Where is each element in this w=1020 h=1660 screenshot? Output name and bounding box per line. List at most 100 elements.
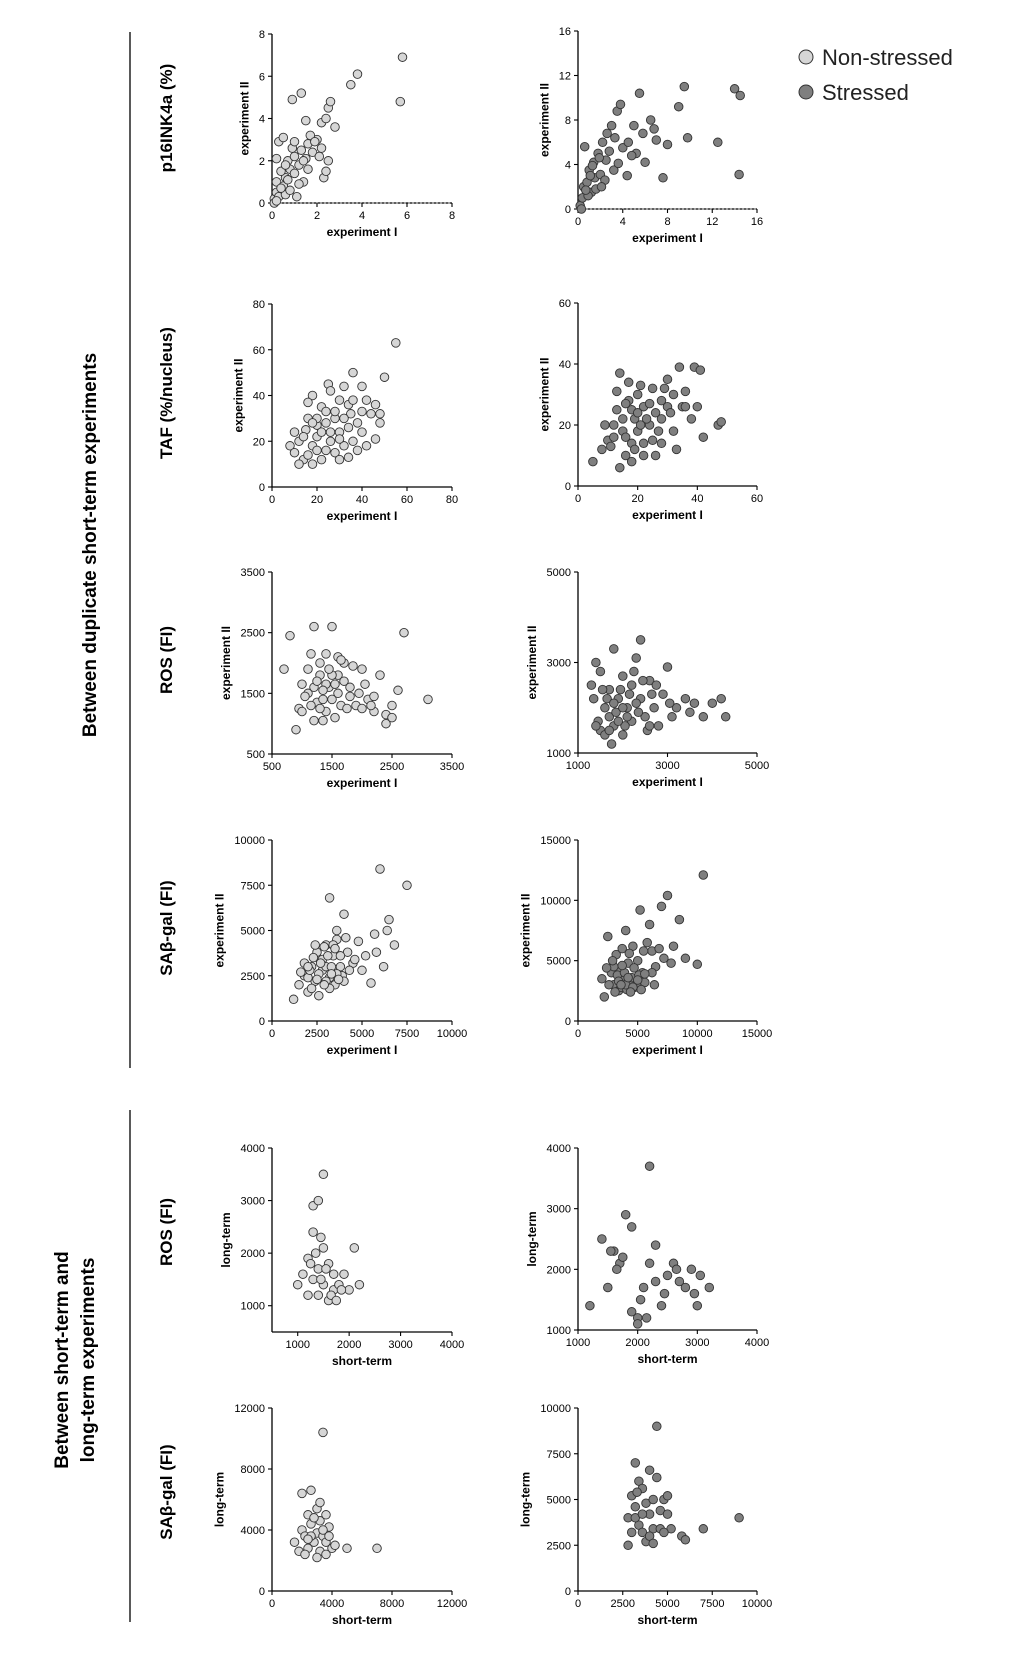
data-point	[307, 459, 318, 469]
data-point	[635, 635, 646, 645]
data-point	[315, 958, 326, 968]
scatter-sabgal-lt-ns: 0 4000 8000 12000 0 4000 8000 12000 short-term lo…	[213, 1403, 468, 1627]
x-tick-label: 5000	[745, 760, 769, 772]
data-point	[622, 170, 632, 181]
x-tick-label: 500	[263, 761, 281, 773]
data-point	[610, 133, 620, 143]
data-point	[662, 374, 673, 385]
y-tick-label: 4	[565, 160, 571, 172]
x-axis-title: short-term	[637, 1613, 697, 1627]
data-point	[674, 1276, 685, 1287]
data-point	[602, 693, 612, 704]
data-point	[315, 1497, 325, 1508]
data-point	[395, 96, 406, 107]
data-point	[629, 120, 639, 131]
data-point	[671, 444, 682, 455]
x-tick-label: 4	[359, 210, 365, 222]
x-tick-label: 12000	[437, 1598, 468, 1610]
data-point	[615, 368, 625, 378]
data-point	[379, 372, 390, 382]
data-point	[357, 381, 367, 392]
data-point	[629, 444, 640, 455]
data-point	[600, 703, 610, 713]
y-axis-title: experiment II	[525, 625, 539, 699]
x-axis-title: experiment I	[327, 1043, 398, 1057]
x-tick-label: 40	[356, 494, 368, 506]
data-point	[640, 157, 650, 168]
data-point	[654, 943, 664, 954]
y-tick-label: 7500	[241, 880, 265, 892]
data-point	[716, 417, 726, 427]
data-point	[658, 173, 668, 183]
y-tick-label: 2000	[241, 1248, 265, 1260]
y-tick-label: 8	[259, 29, 265, 41]
data-point	[369, 691, 379, 702]
data-point	[615, 99, 626, 110]
y-tick-label: 0	[565, 204, 571, 216]
section-title-long-term-line1: Between short-term and	[52, 1251, 73, 1468]
x-tick-label: 60	[751, 493, 763, 505]
data-point	[318, 715, 328, 726]
data-point	[680, 386, 691, 397]
y-tick-label: 0	[259, 198, 265, 210]
data-point	[588, 693, 599, 704]
data-point	[698, 432, 709, 442]
data-point	[321, 1510, 331, 1520]
data-point	[296, 967, 306, 977]
data-point	[307, 390, 318, 401]
data-point	[321, 1549, 331, 1560]
y-tick-label: 60	[253, 345, 265, 357]
data-point	[649, 703, 659, 713]
data-point	[330, 1540, 340, 1551]
data-point	[629, 963, 639, 973]
data-point	[618, 1252, 628, 1262]
data-point	[680, 401, 691, 412]
x-tick-label: 2500	[305, 1028, 329, 1040]
data-point	[611, 707, 621, 718]
y-axis-title: experiment II	[537, 357, 551, 431]
x-tick-label: 2000	[337, 1339, 361, 1351]
data-point	[318, 685, 328, 696]
data-point	[330, 943, 340, 954]
x-tick-label: 1000	[566, 760, 590, 772]
x-tick-label: 5000	[350, 1028, 374, 1040]
y-tick-label: 5000	[547, 956, 571, 968]
x-tick-label: 3500	[440, 761, 464, 773]
data-point	[656, 901, 667, 912]
data-point	[348, 395, 358, 405]
data-point	[289, 168, 300, 179]
data-point	[610, 987, 620, 997]
data-point	[588, 456, 598, 467]
data-point	[659, 953, 669, 964]
data-point	[339, 1269, 349, 1279]
data-point	[623, 137, 634, 148]
data-point	[321, 1264, 331, 1274]
data-point	[609, 420, 619, 430]
x-tick-label: 15000	[742, 1028, 773, 1040]
x-axis-title: experiment I	[632, 508, 703, 522]
scatter-sabgal-lt-s: 0 2500 5000 7500 10000 0 2500 5000 7500 10000 shor…	[519, 1403, 773, 1627]
data-point	[606, 1246, 616, 1256]
data-point	[734, 1513, 744, 1523]
data-point	[307, 418, 318, 428]
data-point	[399, 627, 409, 638]
data-point	[298, 156, 309, 166]
data-point	[656, 395, 667, 406]
data-point	[334, 395, 345, 405]
data-point	[713, 137, 723, 148]
data-point	[312, 676, 322, 686]
data-point	[303, 961, 313, 972]
data-point	[271, 196, 282, 206]
y-tick-label: 8000	[241, 1464, 265, 1476]
data-point	[729, 84, 740, 94]
data-point	[325, 96, 336, 107]
data-point	[318, 1427, 328, 1438]
data-point	[613, 158, 624, 169]
data-point	[662, 139, 673, 150]
data-point	[360, 951, 371, 961]
data-point	[686, 1264, 697, 1275]
data-point	[310, 136, 320, 147]
section-title-short-term: Between duplicate short-term experiments	[80, 353, 101, 737]
x-tick-label: 0	[269, 494, 275, 506]
y-tick-label: 16	[559, 26, 571, 38]
